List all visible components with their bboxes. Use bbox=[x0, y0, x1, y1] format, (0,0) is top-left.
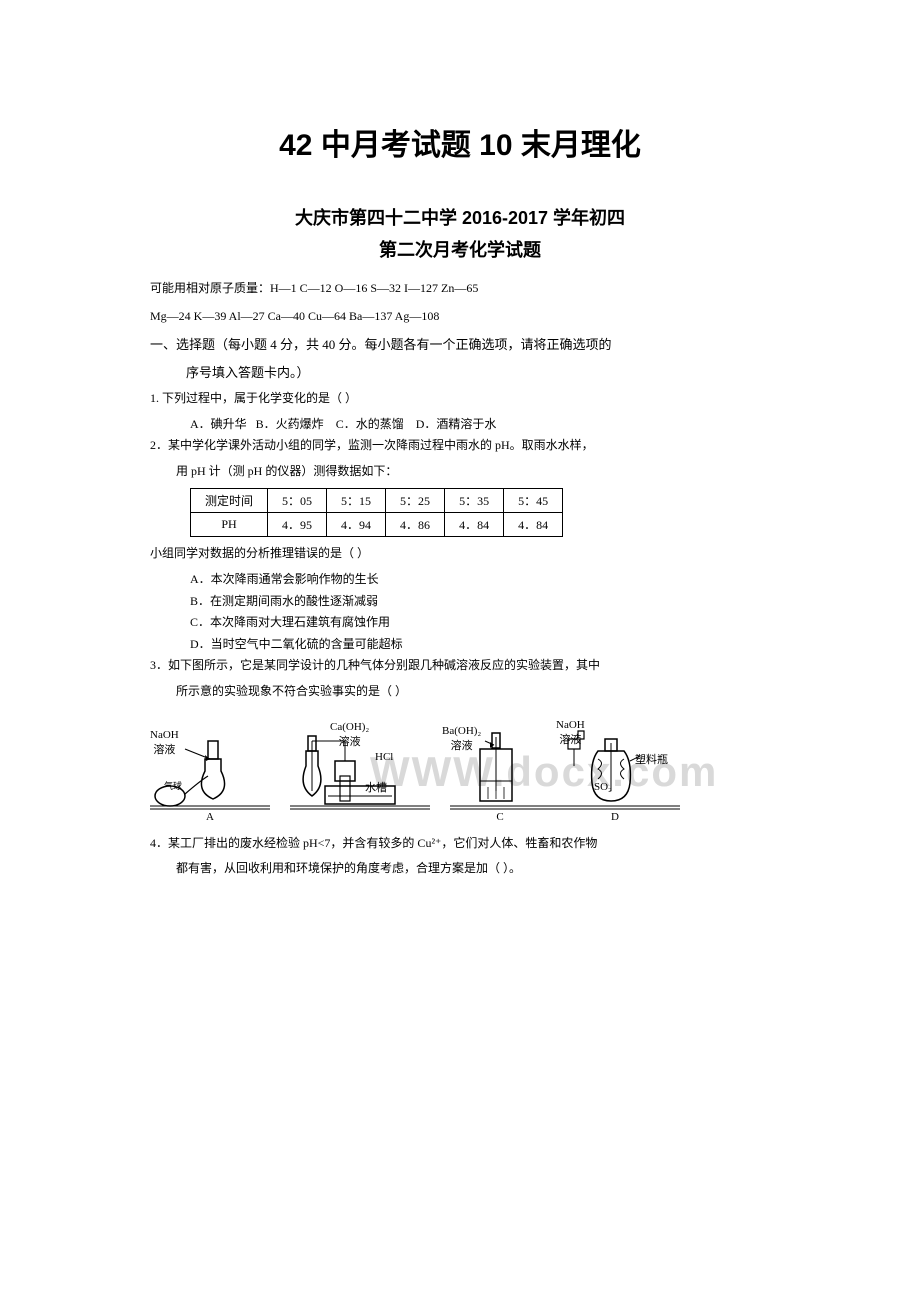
q1-opt-b: B．火药爆炸 bbox=[256, 417, 324, 431]
diagram-b: Ca(OH)₂ 溶液 HCl 水槽 B bbox=[290, 721, 430, 823]
label-baoh: Ba(OH)₂ 溶液 bbox=[442, 725, 481, 753]
diagram-a: NaOH 溶液 气球 A bbox=[150, 721, 270, 823]
th-t3: 5：25 bbox=[386, 489, 445, 513]
q2-opt-c: C．本次降雨对大理石建筑有腐蚀作用 bbox=[190, 612, 770, 634]
q2-sub: 小组同学对数据的分析推理错误的是（ ） bbox=[150, 543, 770, 565]
exam-subtitle: 第二次月考化学试题 bbox=[150, 236, 770, 262]
label-naoh-right: NaOH 溶液 bbox=[556, 719, 585, 747]
q3-text: 3．如下图所示，它是某同学设计的几种气体分别跟几种碱溶液反应的实验装置，其中 bbox=[150, 655, 770, 677]
td-v3: 4．86 bbox=[386, 513, 445, 537]
diagram-d: NaOH 溶液 塑料瓶 SO₂ D bbox=[550, 721, 680, 823]
atomic-mass-line1: 可能用相对原子质量：H—1 C—12 O—16 S—32 I—127 Zn—65 bbox=[150, 278, 770, 300]
label-naoh-left: NaOH 溶液 bbox=[150, 729, 179, 757]
q2-table: 测定时间 5：05 5：15 5：25 5：35 5：45 PH 4．95 4．… bbox=[190, 488, 563, 537]
q1-opt-c: C．水的蒸馏 bbox=[336, 417, 404, 431]
q2-text-indent: 用 pH 计（测 pH 的仪器）测得数据如下： bbox=[176, 461, 770, 483]
q2-opt-d: D．当时空气中二氧化硫的含量可能超标 bbox=[190, 634, 770, 656]
section-one-header: 一、选择题（每小题 4 分，共 40 分。每小题各有一个正确选项，请将正确选项的 bbox=[150, 333, 770, 356]
q4-text-indent: 都有害，从回收利用和环境保护的角度考虑，合理方案是加（ ）。 bbox=[176, 858, 770, 880]
th-t4: 5：35 bbox=[445, 489, 504, 513]
q1-opt-a: A．碘升华 bbox=[190, 417, 247, 431]
q2-text: 2．某中学化学课外活动小组的同学，监测一次降雨过程中雨水的 pH。取雨水水样， bbox=[150, 435, 770, 457]
th-t5: 5：45 bbox=[504, 489, 563, 513]
q2-opt-b: B．在测定期间雨水的酸性逐渐减弱 bbox=[190, 591, 770, 613]
label-caoh: Ca(OH)₂ 溶液 bbox=[330, 721, 369, 749]
q1-text: 1. 下列过程中，属于化学变化的是（ ） bbox=[150, 388, 770, 410]
label-hcl: HCl bbox=[375, 751, 393, 763]
label-water: 水槽 bbox=[365, 779, 387, 795]
section-one-indent: 序号填入答题卡内。） bbox=[186, 361, 770, 384]
diagram-c-label: C bbox=[450, 811, 550, 823]
q4-text: 4．某工厂排出的废水经检验 pH<7，并含有较多的 Cu²⁺，它们对人体、牲畜和… bbox=[150, 833, 770, 855]
q3-diagrams: WWW.docx.com NaOH 溶液 气球 A Ca(OH)₂ 溶液 HCl… bbox=[190, 713, 690, 823]
label-so2: SO₂ bbox=[594, 781, 612, 793]
table-row: PH 4．95 4．94 4．86 4．84 4．84 bbox=[191, 513, 563, 537]
q3-text-indent: 所示意的实验现象不符合实验事实的是（ ） bbox=[176, 681, 770, 703]
q1-options: A．碘升华 B．火药爆炸 C．水的蒸馏 D．酒精溶于水 bbox=[190, 414, 770, 436]
q2-opt-a: A．本次降雨通常会影响作物的生长 bbox=[190, 569, 770, 591]
diagram-a-label: A bbox=[150, 811, 270, 823]
td-v1: 4．95 bbox=[268, 513, 327, 537]
td-v5: 4．84 bbox=[504, 513, 563, 537]
td-v4: 4．84 bbox=[445, 513, 504, 537]
td-v2: 4．94 bbox=[327, 513, 386, 537]
exam-content: 大庆市第四十二中学 2016-2017 学年初四 第二次月考化学试题 可能用相对… bbox=[60, 204, 860, 880]
main-title: 42 中月考试题 10 末月理化 bbox=[60, 120, 860, 164]
th-time: 测定时间 bbox=[191, 489, 268, 513]
th-t2: 5：15 bbox=[327, 489, 386, 513]
diagram-c: Ba(OH)₂ 溶液 C bbox=[450, 721, 550, 823]
th-t1: 5：05 bbox=[268, 489, 327, 513]
balloon-label: 气球 bbox=[164, 780, 182, 791]
td-ph: PH bbox=[191, 513, 268, 537]
label-plastic: 塑料瓶 bbox=[635, 751, 668, 767]
school-title: 大庆市第四十二中学 2016-2017 学年初四 bbox=[150, 204, 770, 230]
q1-opt-d: D．酒精溶于水 bbox=[416, 417, 497, 431]
diagram-d-label: D bbox=[550, 811, 680, 823]
table-row: 测定时间 5：05 5：15 5：25 5：35 5：45 bbox=[191, 489, 563, 513]
atomic-mass-line2: Mg—24 K—39 Al—27 Ca—40 Cu—64 Ba—137 Ag—1… bbox=[150, 306, 770, 328]
